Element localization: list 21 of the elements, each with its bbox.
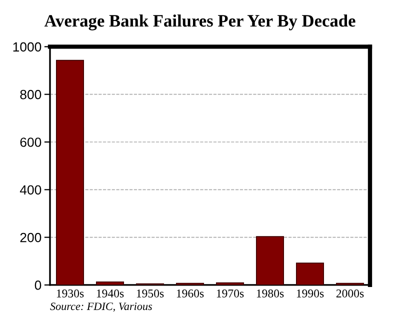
x-tick-label: 1930s — [56, 289, 84, 298]
x-tick-label: 1970s — [216, 289, 244, 298]
y-tick-label: 400 — [20, 185, 42, 195]
bar — [96, 281, 124, 285]
x-tick-label: 1980s — [256, 289, 284, 298]
bar — [296, 262, 324, 285]
x-tick-label: 1950s — [136, 289, 164, 298]
y-tick-label: 200 — [20, 232, 42, 242]
bar — [216, 282, 244, 285]
x-tick-label: 1960s — [176, 289, 204, 298]
x-tick-label: 1990s — [296, 289, 324, 298]
bar — [256, 236, 284, 285]
y-tick-label: 0 — [34, 280, 42, 290]
y-tick-label: 600 — [20, 138, 42, 147]
y-tick-label: 1000 — [13, 42, 42, 52]
bar — [56, 60, 84, 285]
x-tick-label: 2000s — [336, 289, 364, 298]
x-tick-label: 1940s — [96, 289, 124, 298]
source-note: Source: FDIC, Various — [50, 302, 152, 312]
chart-title: Average Bank Failures Per Yer By Decade — [44, 14, 356, 30]
y-tick-label: 800 — [20, 90, 42, 100]
